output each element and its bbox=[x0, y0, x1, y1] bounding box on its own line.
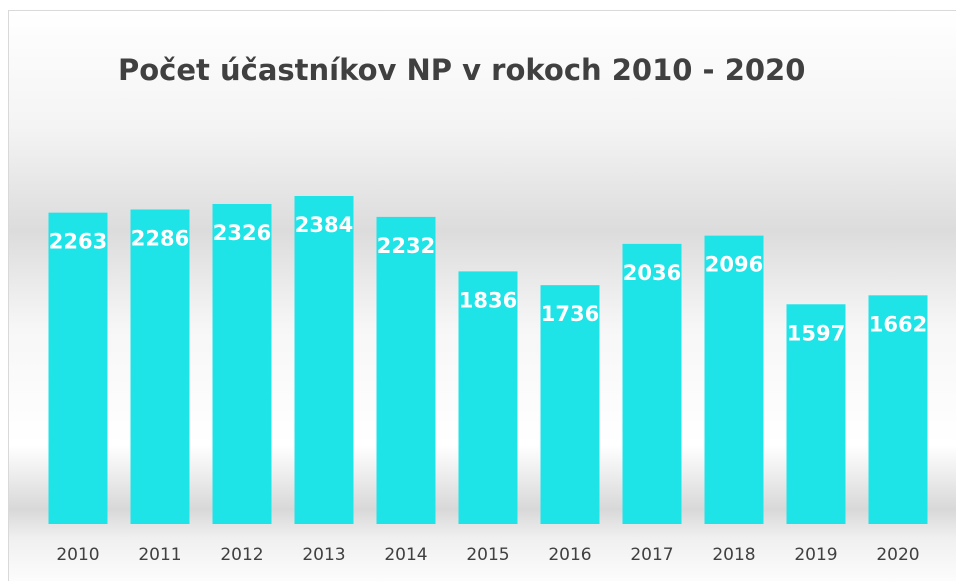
bar bbox=[868, 295, 928, 524]
bar bbox=[294, 196, 354, 524]
value-label: 2286 bbox=[131, 226, 189, 250]
value-label: 2263 bbox=[49, 230, 107, 254]
bar bbox=[622, 243, 682, 524]
value-label: 1736 bbox=[541, 302, 599, 326]
x-tick-label: 2015 bbox=[466, 545, 509, 565]
x-tick-label: 2012 bbox=[220, 545, 263, 565]
bar bbox=[130, 209, 190, 524]
bar bbox=[704, 235, 764, 525]
bar bbox=[786, 304, 846, 524]
x-tick-label: 2011 bbox=[138, 545, 181, 565]
bar bbox=[376, 216, 436, 524]
x-tick-label: 2013 bbox=[302, 545, 345, 565]
bar bbox=[458, 271, 518, 524]
bar bbox=[48, 212, 108, 524]
value-label: 2232 bbox=[377, 234, 435, 258]
bar bbox=[212, 203, 272, 524]
value-label: 1836 bbox=[459, 288, 517, 312]
x-tick-label: 2017 bbox=[630, 545, 673, 565]
value-label: 2326 bbox=[213, 221, 271, 245]
chart-title: Počet účastníkov NP v rokoch 2010 - 2020 bbox=[118, 53, 805, 87]
x-tick-label: 2018 bbox=[712, 545, 755, 565]
x-tick-label: 2014 bbox=[384, 545, 427, 565]
x-tick-label: 2016 bbox=[548, 545, 591, 565]
value-label: 2036 bbox=[623, 261, 681, 285]
x-tick-label: 2019 bbox=[794, 545, 837, 565]
value-label: 2384 bbox=[295, 213, 353, 237]
value-label: 1597 bbox=[787, 321, 845, 345]
x-tick-label: 2020 bbox=[876, 545, 919, 565]
value-label: 2096 bbox=[705, 253, 763, 277]
x-tick-label: 2010 bbox=[56, 545, 99, 565]
bar bbox=[540, 285, 600, 524]
value-label: 1662 bbox=[869, 312, 927, 336]
